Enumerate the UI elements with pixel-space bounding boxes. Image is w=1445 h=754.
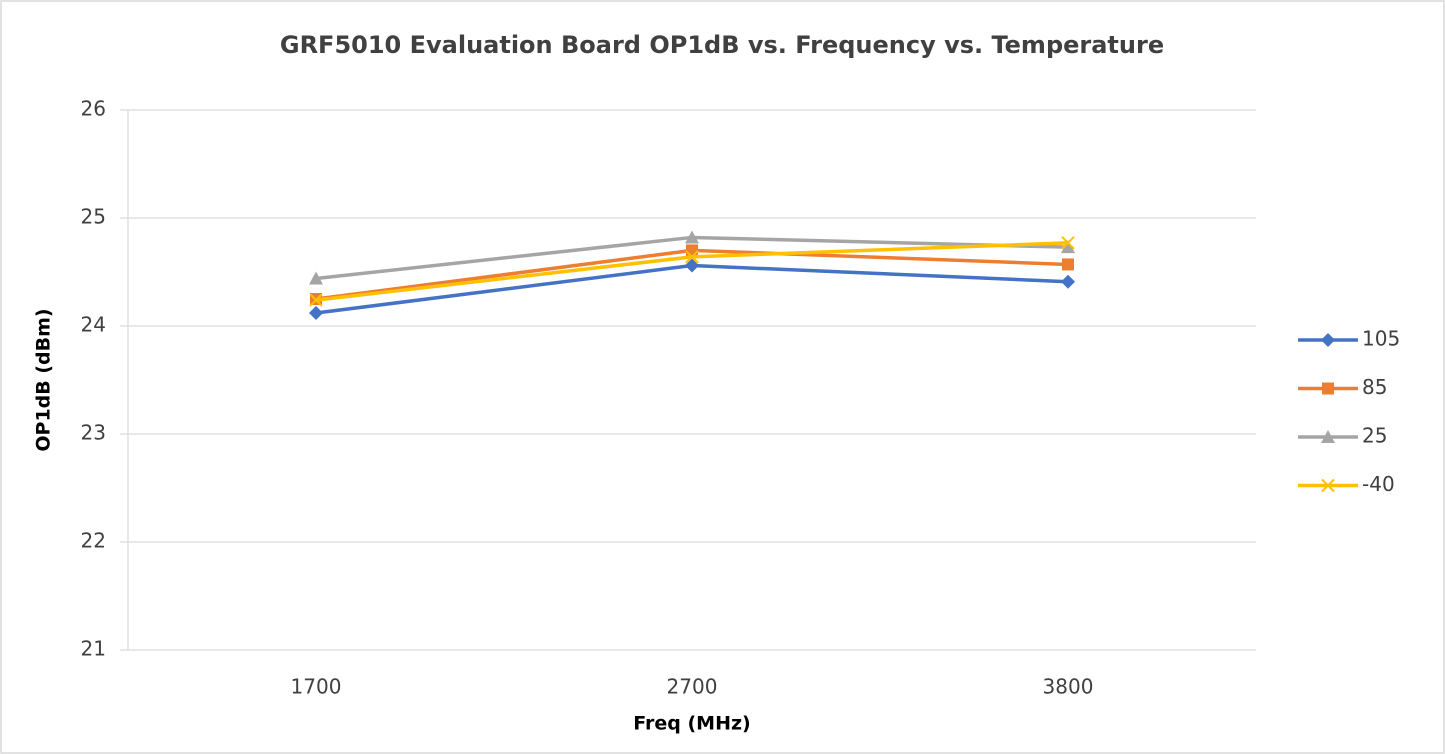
data-point: [685, 250, 699, 264]
y-tick-label: 23: [81, 421, 106, 445]
legend-marker: [1321, 430, 1335, 443]
y-tick-label: 24: [81, 313, 106, 337]
legend-marker: [1321, 478, 1335, 493]
legend-marker: [1322, 382, 1334, 395]
x-tick-label: 1700: [291, 675, 342, 699]
x-tick-label: 3800: [1043, 675, 1094, 699]
data-point: [1062, 258, 1074, 271]
legend-label: 25: [1362, 424, 1387, 448]
legend-label: 105: [1362, 327, 1400, 351]
y-tick-label: 26: [81, 97, 106, 121]
data-point: [685, 230, 699, 244]
data-point: [1061, 236, 1075, 250]
data-point: [309, 306, 323, 321]
y-tick-label: 22: [81, 529, 106, 553]
data-point: [686, 244, 698, 257]
legend-marker: [1321, 333, 1335, 347]
y-axis-title: OP1dB (dBm): [33, 308, 55, 451]
data-point: [1061, 274, 1075, 289]
data-point: [309, 293, 323, 307]
chart-title: GRF5010 Evaluation Board OP1dB vs. Frequ…: [280, 31, 1164, 59]
legend-label: 85: [1362, 375, 1387, 399]
data-point: [309, 271, 323, 285]
data-point: [685, 258, 699, 273]
data-point: [1061, 240, 1075, 254]
legend-label: -40: [1362, 472, 1395, 496]
y-tick-label: 25: [81, 205, 106, 229]
y-tick-label: 21: [81, 637, 106, 661]
x-axis-title: Freq (MHz): [633, 713, 750, 735]
x-tick-label: 2700: [667, 675, 718, 699]
